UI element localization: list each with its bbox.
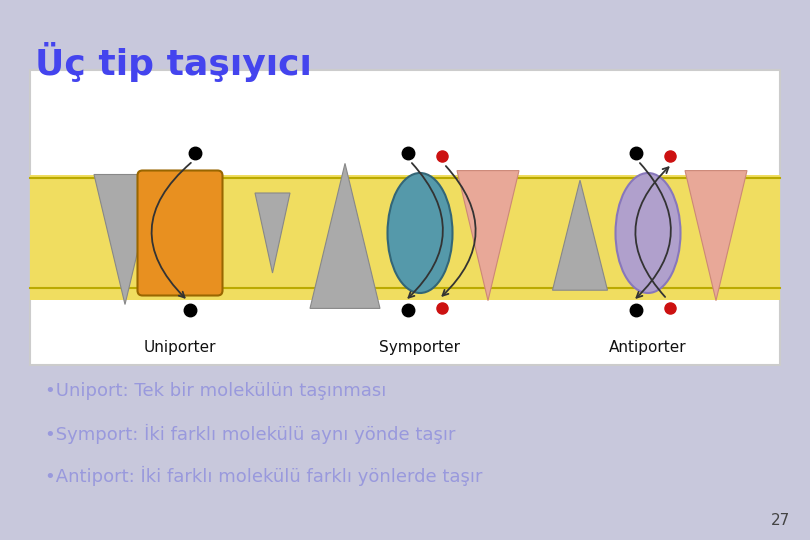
Text: •Antiport: İki farklı molekülü farklı yönlerde taşır: •Antiport: İki farklı molekülü farklı yö… xyxy=(45,466,483,486)
Text: Antiporter: Antiporter xyxy=(609,340,687,355)
Text: Uniporter: Uniporter xyxy=(143,340,216,355)
Ellipse shape xyxy=(616,173,680,293)
Ellipse shape xyxy=(387,173,453,293)
FancyBboxPatch shape xyxy=(138,171,223,295)
Polygon shape xyxy=(94,174,156,305)
Text: •Symport: İki farklı molekülü aynı yönde taşır: •Symport: İki farklı molekülü aynı yönde… xyxy=(45,424,455,444)
Polygon shape xyxy=(685,171,747,301)
Polygon shape xyxy=(310,164,380,308)
Polygon shape xyxy=(457,171,519,301)
Polygon shape xyxy=(255,193,290,273)
FancyBboxPatch shape xyxy=(30,70,780,365)
Polygon shape xyxy=(552,180,608,290)
Text: •Uniport: Tek bir molekülün taşınması: •Uniport: Tek bir molekülün taşınması xyxy=(45,382,386,400)
Text: Üç tip taşıyıcı: Üç tip taşıyıcı xyxy=(35,42,312,82)
Text: 27: 27 xyxy=(771,513,790,528)
Bar xyxy=(30,178,780,288)
Bar xyxy=(30,175,780,205)
Bar xyxy=(30,270,780,300)
Text: Symporter: Symporter xyxy=(380,340,461,355)
